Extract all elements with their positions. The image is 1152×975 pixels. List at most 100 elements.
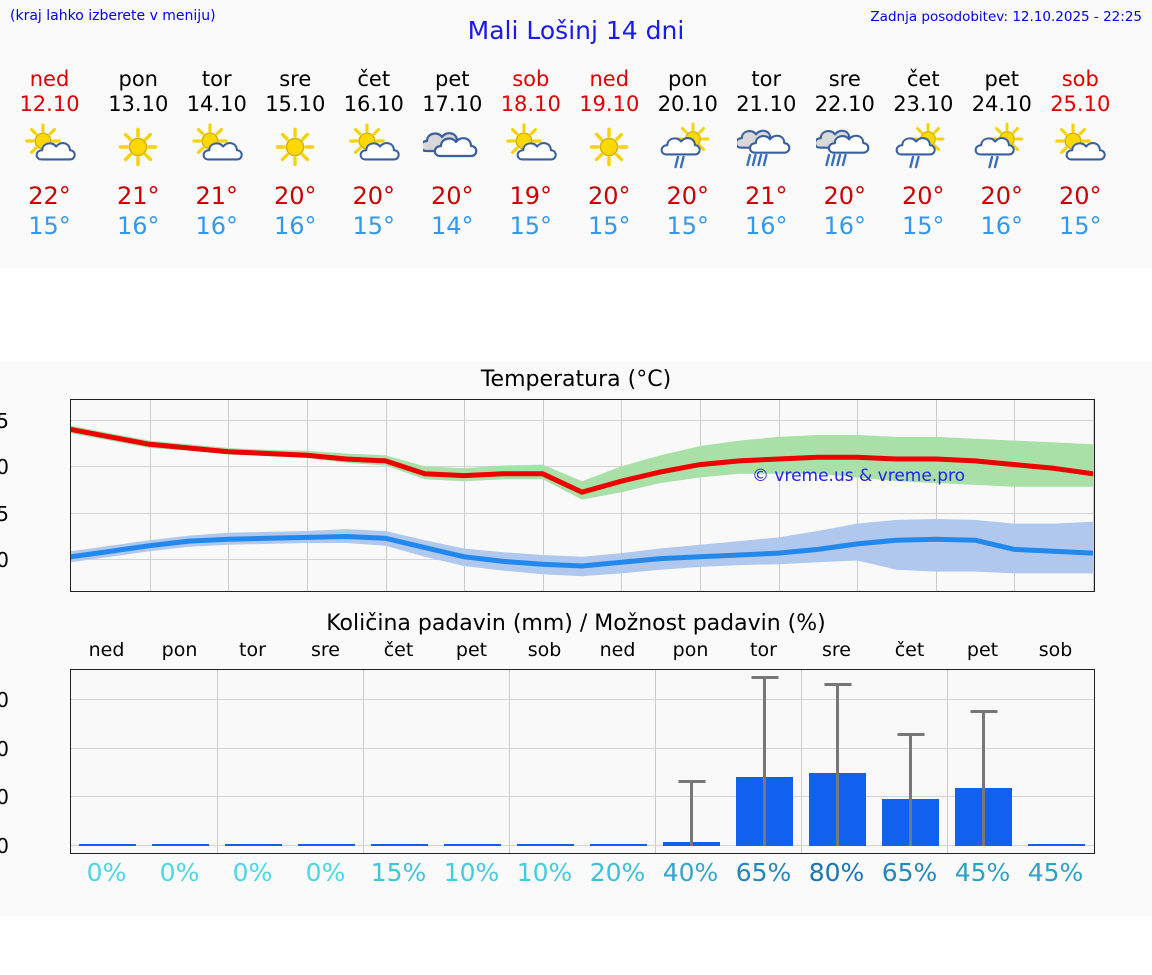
precipitation-probability-label: 0% <box>232 858 273 887</box>
temperature-series-svg <box>71 425 1093 577</box>
temperature-day-gridline <box>621 400 623 591</box>
sun-cloud-icon <box>492 119 571 175</box>
precipitation-day-gridline <box>655 670 656 853</box>
page-title: Mali Lošinj 14 dni <box>467 16 685 45</box>
precipitation-error-cap <box>824 683 851 687</box>
max-temperature-label: 21° <box>195 182 239 210</box>
temperature-line <box>71 427 1093 495</box>
forecast-day-column[interactable]: ned 19.10 20° 15° <box>570 62 649 268</box>
precipitation-error-cap <box>751 676 778 680</box>
min-temperature-label: 16° <box>195 212 239 240</box>
precipitation-bar <box>517 844 574 846</box>
precipitation-bar <box>225 844 282 846</box>
strip-spacer <box>0 268 1152 361</box>
day-of-week-label: čet <box>906 67 940 91</box>
precipitation-day-label: čet <box>383 639 414 661</box>
max-temperature-label: 20° <box>587 182 631 210</box>
temperature-gridline <box>71 512 1094 514</box>
sun-icon <box>99 119 178 175</box>
precipitation-day-label: sre <box>822 639 851 661</box>
min-temperature-label: 15° <box>666 212 710 240</box>
day-date-label: 16.10 <box>343 92 404 116</box>
sun-cloud-icon <box>335 119 414 175</box>
temperature-day-gridline <box>857 400 859 591</box>
forecast-day-column[interactable]: sob 25.10 20° 15° <box>1041 62 1120 268</box>
sun-cloud-rain-icon <box>884 119 963 175</box>
precipitation-bar <box>371 844 428 846</box>
precipitation-day-label: pon <box>161 639 198 661</box>
temperature-uncertainty-band <box>71 519 1093 577</box>
day-date-label: 17.10 <box>422 92 483 116</box>
precipitation-day-label: sre <box>311 639 340 661</box>
max-temperature-label: 20° <box>1058 182 1102 210</box>
day-of-week-label: čet <box>357 67 391 91</box>
precipitation-error-bar <box>763 677 766 846</box>
precipitation-plot-area: 0 10 20 30 <box>0 669 1095 858</box>
precipitation-day-label: ned <box>599 639 636 661</box>
day-date-label: 25.10 <box>1050 92 1111 116</box>
cloud-rain-icon <box>727 119 806 175</box>
temperature-day-gridline <box>1014 400 1016 591</box>
day-date-label: 23.10 <box>893 92 954 116</box>
precipitation-bar <box>79 844 136 846</box>
sun-cloud-rain-icon <box>649 119 728 175</box>
temperature-gridline <box>71 420 1094 422</box>
precipitation-day-gridline <box>801 670 802 853</box>
max-temperature-label: 20° <box>980 182 1024 210</box>
max-temperature-label: 20° <box>666 182 710 210</box>
precipitation-chart: Količina padavin (mm) / Možnost padavin … <box>0 606 1152 916</box>
day-date-label: 18.10 <box>500 92 561 116</box>
forecast-day-column[interactable]: pon 13.10 21° 16° <box>99 62 178 268</box>
sun-icon <box>570 119 649 175</box>
sun-cloud-icon <box>1041 119 1120 175</box>
precipitation-bar <box>298 844 355 846</box>
temperature-gridline <box>71 466 1094 468</box>
forecast-day-column[interactable]: čet 16.10 20° 15° <box>335 62 414 268</box>
precipitation-error-bar <box>690 781 693 846</box>
precipitation-probability-row: 0% 0% 0% 0% 15% 10% 10% 20% 40% 65% 80% 65% 45% 45% <box>0 858 1152 898</box>
forecast-day-column[interactable]: pon 20.10 20° 15° <box>649 62 728 268</box>
precipitation-probability-label: 15% <box>370 858 427 887</box>
forecast-day-column[interactable]: ned 12.10 22° 15° <box>0 62 99 268</box>
max-temperature-label: 21° <box>744 182 788 210</box>
min-temperature-label: 15° <box>509 212 553 240</box>
temperature-plot-area: 15.0 17.5 20.0 22.5 <box>0 399 1095 592</box>
forecast-day-column[interactable]: tor 14.10 21° 16° <box>178 62 257 268</box>
sun-cloud-rain-icon <box>963 119 1042 175</box>
temperature-day-gridline <box>935 400 937 591</box>
precipitation-probability-label: 0% <box>86 858 127 887</box>
max-temperature-label: 20° <box>901 182 945 210</box>
day-date-label: 12.10 <box>19 92 80 116</box>
watermark-label: © vreme.us & vreme.pro <box>752 466 966 486</box>
max-temperature-label: 20° <box>273 182 317 210</box>
precipitation-probability-label: 65% <box>881 858 938 887</box>
precipitation-gridline <box>71 844 1094 846</box>
temperature-chart-title: Temperatura (°C) <box>480 367 672 392</box>
min-temperature-label: 14° <box>430 212 474 240</box>
forecast-day-column[interactable]: pet 17.10 20° 14° <box>413 62 492 268</box>
max-temperature-label: 20° <box>430 182 474 210</box>
precipitation-bar <box>152 844 209 846</box>
precipitation-bar <box>590 844 647 846</box>
precipitation-gridline <box>71 699 1094 701</box>
forecast-day-column[interactable]: čet 23.10 20° 15° <box>884 62 963 268</box>
max-temperature-label: 22° <box>28 182 71 210</box>
day-of-week-label: ned <box>589 67 630 91</box>
temperature-day-gridline <box>778 400 780 591</box>
forecast-day-column[interactable]: tor 21.10 21° 16° <box>727 62 806 268</box>
min-temperature-label: 15° <box>587 212 631 240</box>
min-temperature-label: 15° <box>28 212 71 240</box>
forecast-day-column[interactable]: sre 15.10 20° 16° <box>256 62 335 268</box>
sun-cloud-icon <box>0 119 99 175</box>
min-temperature-label: 15° <box>1058 212 1102 240</box>
day-date-label: 21.10 <box>736 92 797 116</box>
precipitation-error-cap <box>678 780 705 784</box>
day-of-week-label: sre <box>828 67 861 91</box>
menu-hint-link[interactable]: (kraj lahko izberete v meniju) <box>10 8 216 24</box>
forecast-day-column[interactable]: pet 24.10 20° 16° <box>963 62 1042 268</box>
forecast-day-column[interactable]: sob 18.10 19° 15° <box>492 62 571 268</box>
precipitation-day-label: pet <box>455 639 488 661</box>
day-of-week-label: tor <box>201 67 232 91</box>
forecast-day-column[interactable]: sre 22.10 20° 16° <box>806 62 885 268</box>
temperature-day-gridline <box>149 400 151 591</box>
